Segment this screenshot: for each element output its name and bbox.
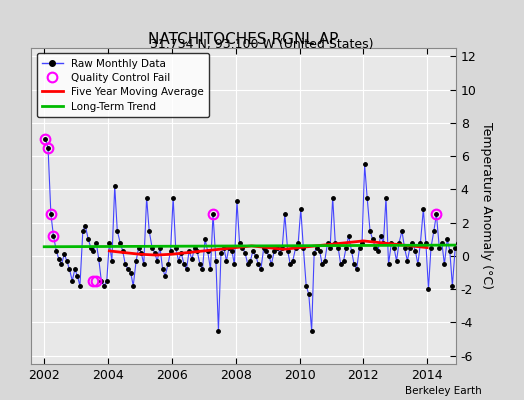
Y-axis label: Temperature Anomaly (°C): Temperature Anomaly (°C): [481, 122, 493, 290]
Text: Berkeley Earth: Berkeley Earth: [406, 386, 482, 396]
Legend: Raw Monthly Data, Quality Control Fail, Five Year Moving Average, Long-Term Tren: Raw Monthly Data, Quality Control Fail, …: [37, 53, 209, 117]
Title: NATCHITOCHES RGNL AP: NATCHITOCHES RGNL AP: [148, 32, 339, 47]
Text: 31.734 N, 93.100 W (United States): 31.734 N, 93.100 W (United States): [150, 38, 374, 51]
